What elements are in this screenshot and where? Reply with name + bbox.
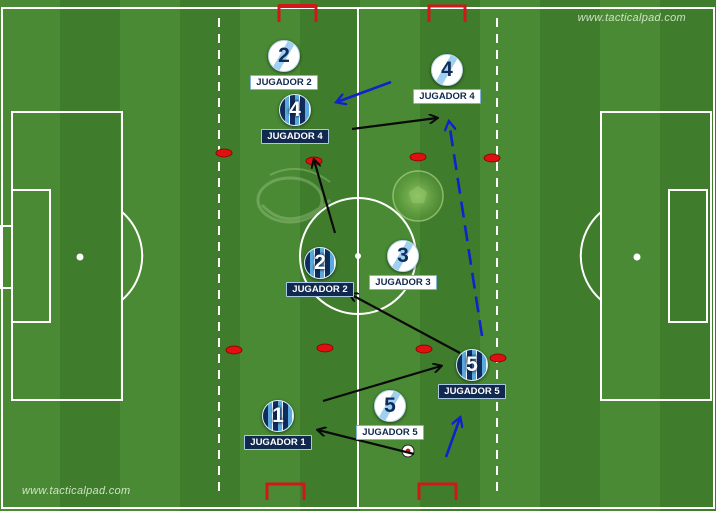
player-jersey-icon: 4 xyxy=(279,94,311,126)
player-label: JUGADOR 2 xyxy=(286,282,354,297)
mini-goal-bottom-right xyxy=(417,482,458,500)
cone xyxy=(316,343,334,353)
player-jersey-icon: 3 xyxy=(387,240,419,272)
player-dark-1[interactable]: 1 JUGADOR 1 xyxy=(238,400,318,450)
watermark-top: www.tacticalpad.com xyxy=(577,12,686,24)
player-dark-2[interactable]: 2 JUGADOR 2 xyxy=(282,247,358,297)
cone xyxy=(483,153,501,163)
pass-arrow xyxy=(350,294,461,354)
mini-goal-top-right xyxy=(427,4,467,22)
pitch-lines xyxy=(0,7,715,509)
player-label: JUGADOR 5 xyxy=(356,425,424,440)
player-jersey-icon: 5 xyxy=(456,349,488,381)
cone xyxy=(225,345,243,355)
run-arrow xyxy=(444,418,460,458)
run-arrow xyxy=(449,122,484,337)
pass-arrow xyxy=(314,160,337,234)
mini-goal-bottom-left xyxy=(265,482,306,500)
pass-arrow xyxy=(318,430,415,456)
player-label: JUGADOR 4 xyxy=(413,89,481,104)
cone xyxy=(215,148,233,158)
player-light-3[interactable]: 3 JUGADOR 3 xyxy=(365,240,441,290)
cone xyxy=(409,152,427,162)
pass-arrow xyxy=(351,118,437,131)
player-label: JUGADOR 4 xyxy=(261,129,329,144)
player-dark-5[interactable]: 5 JUGADOR 5 xyxy=(434,349,510,399)
player-jersey-icon: 5 xyxy=(374,390,406,422)
run-arrows xyxy=(337,80,484,458)
player-light-5[interactable]: 5 JUGADOR 5 xyxy=(352,390,428,440)
player-label: JUGADOR 2 xyxy=(250,75,318,90)
player-label: JUGADOR 5 xyxy=(438,384,506,399)
center-emblem xyxy=(256,167,331,224)
cone xyxy=(489,353,507,363)
player-light-4[interactable]: 4 JUGADOR 4 xyxy=(409,54,485,104)
player-jersey-icon: 1 xyxy=(262,400,294,432)
player-light-2[interactable]: 2 JUGADOR 2 xyxy=(244,40,324,90)
player-jersey-icon: 4 xyxy=(431,54,463,86)
player-label: JUGADOR 3 xyxy=(369,275,437,290)
zone-dashed-lines xyxy=(218,18,498,498)
player-jersey-icon: 2 xyxy=(304,247,336,279)
pass-arrow xyxy=(322,366,441,403)
watermark-bottom: www.tacticalpad.com xyxy=(22,485,131,497)
pass-arrows xyxy=(314,118,461,456)
player-label: JUGADOR 1 xyxy=(244,435,312,450)
run-arrow xyxy=(337,80,392,102)
mini-goal-top-left xyxy=(277,4,318,22)
ball-emblem-icon xyxy=(392,170,444,222)
player-dark-4[interactable]: 4 JUGADOR 4 xyxy=(257,94,333,144)
player-jersey-icon: 2 xyxy=(268,40,300,72)
cone xyxy=(415,344,433,354)
